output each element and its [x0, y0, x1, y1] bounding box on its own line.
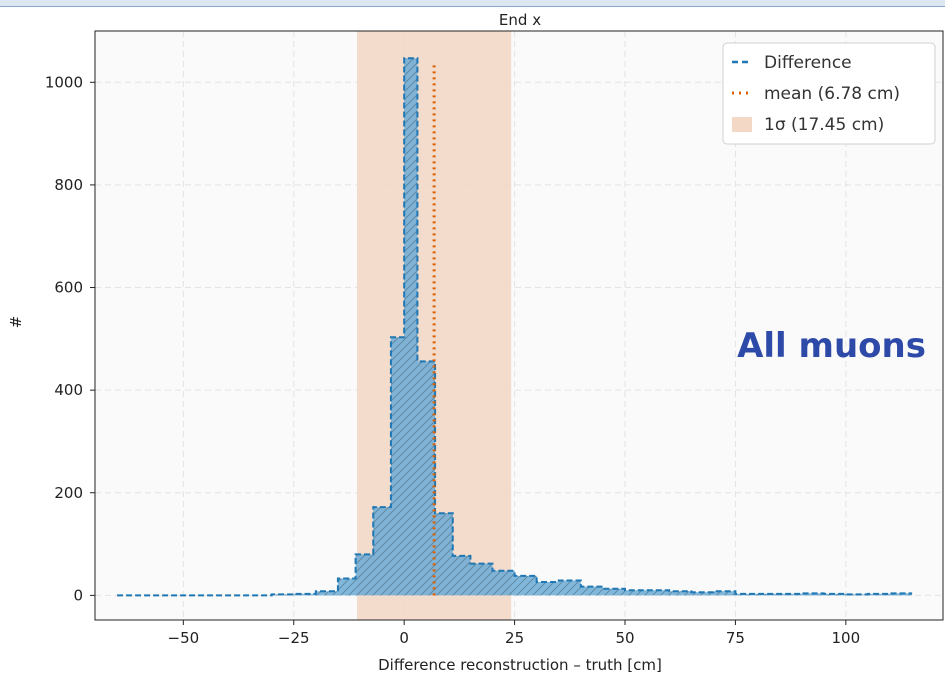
histogram-bin	[493, 571, 515, 596]
all-muons-annotation: All muons	[737, 326, 926, 366]
histogram-bin	[404, 58, 417, 595]
legend-box	[722, 42, 936, 145]
y-tick-label: 0	[73, 586, 83, 604]
x-axis-label: Difference reconstruction – truth [cm]	[378, 656, 662, 674]
histogram-bin	[391, 337, 404, 595]
y-axis-label: #	[7, 316, 25, 329]
x-tick-label: −50	[168, 629, 200, 647]
window-top-strip	[0, 0, 945, 6]
plot-frame	[94, 30, 944, 621]
histogram-bin	[417, 361, 435, 595]
histogram-bin	[470, 564, 492, 596]
y-tick-label: 200	[54, 484, 83, 502]
legend-mean-label: mean (6.78 cm)	[764, 84, 900, 104]
y-tick-label: 400	[54, 381, 83, 399]
x-tick-label: 25	[505, 629, 524, 647]
legend-sigma-label: 1σ (17.45 cm)	[764, 115, 884, 135]
x-tick-label: 50	[615, 629, 634, 647]
y-tick-label: 600	[54, 279, 83, 297]
histogram-step-line	[117, 57, 913, 597]
histogram-bin	[338, 578, 356, 595]
histogram-bin	[453, 556, 471, 596]
histogram-bin	[581, 587, 603, 596]
legend-sigma-swatch	[732, 117, 752, 132]
y-tick-label: 1000	[45, 73, 83, 91]
x-tick-label: −25	[278, 629, 310, 647]
y-tick-label: 800	[54, 176, 83, 194]
histogram-bin	[559, 580, 581, 595]
histogram-bin	[603, 589, 625, 596]
histogram-bin	[356, 554, 374, 595]
histogram-bin	[669, 591, 691, 595]
x-tick-label: 0	[399, 629, 409, 647]
chart-title: End x	[499, 11, 541, 29]
histogram-bin	[515, 576, 537, 595]
x-tick-label: 75	[726, 629, 745, 647]
histogram-bin	[435, 513, 453, 595]
x-tick-label: 100	[832, 629, 861, 647]
histogram-bin	[537, 582, 559, 595]
x-axis-ticks: −50 −25 0 25 50 75 100	[168, 620, 861, 647]
legend: Difference mean (6.78 cm) 1σ (17.45 cm)	[722, 42, 936, 145]
histogram-bin	[373, 507, 391, 595]
legend-difference-label: Difference	[764, 53, 852, 73]
gridlines	[95, 31, 943, 620]
y-axis-ticks: 0 200 400 600 800 1000	[45, 73, 95, 604]
